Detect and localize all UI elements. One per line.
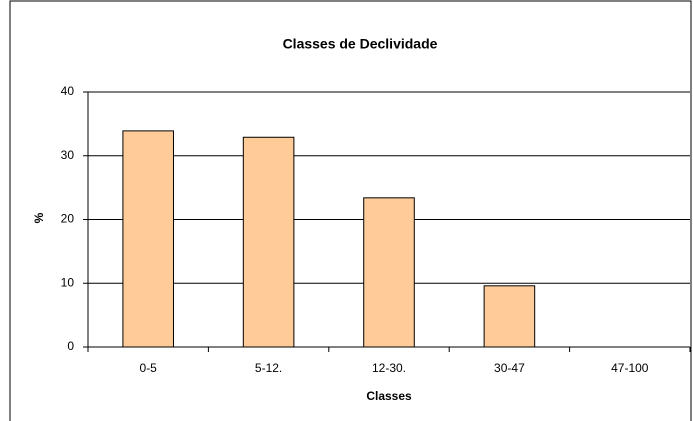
bar — [363, 197, 415, 348]
x-tick-label: 47-100 — [611, 361, 649, 375]
y-tick-label: 0 — [67, 339, 74, 353]
y-tick-label: 30 — [61, 148, 75, 162]
y-axis-label: % — [32, 212, 46, 223]
x-tick-label: 12-30. — [372, 361, 406, 375]
x-tick-label: 0-5 — [140, 361, 158, 375]
chart-frame — [9, 0, 692, 421]
x-axis-label: Classes — [366, 389, 412, 403]
x-tick-label: 30-47 — [494, 361, 525, 375]
bar — [122, 130, 174, 348]
y-tick-label: 20 — [61, 212, 75, 226]
y-tick-label: 40 — [61, 84, 75, 98]
y-tick-label: 10 — [61, 275, 75, 289]
bar — [242, 136, 295, 348]
x-tick-label: 5-12. — [255, 361, 282, 375]
bar — [483, 285, 536, 348]
chart-title: Classes de Declividade — [283, 36, 438, 52]
